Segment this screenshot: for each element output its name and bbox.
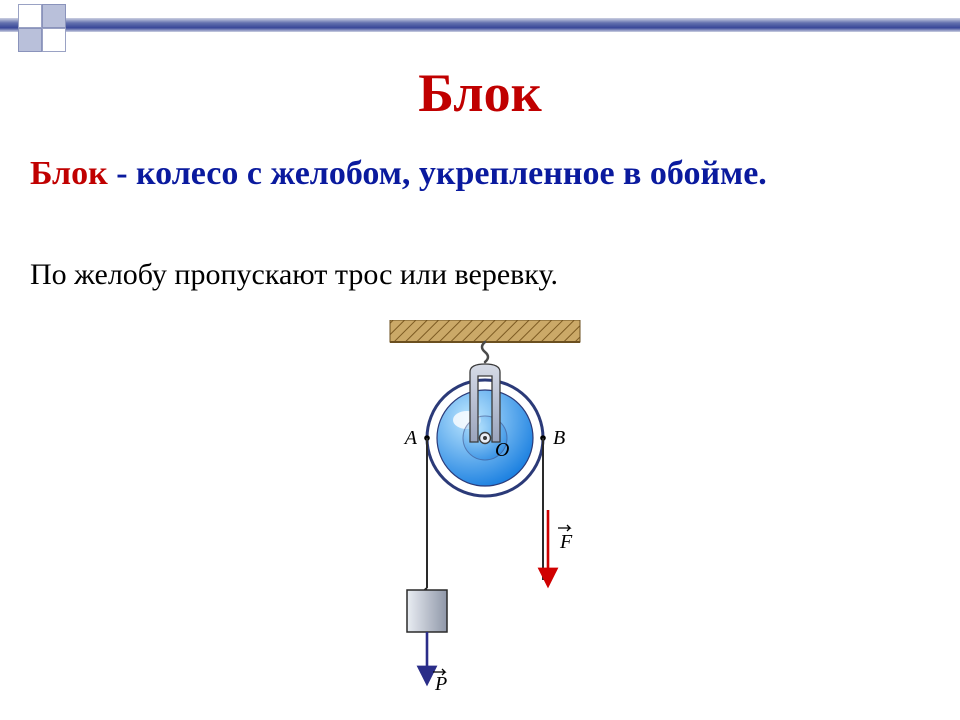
definition-dash: - (108, 155, 136, 192)
pulley-svg: A B O F P (370, 320, 600, 690)
svg-text:B: B (553, 427, 565, 449)
corner-square (18, 4, 42, 28)
svg-text:A: A (403, 427, 418, 449)
description-line: По желобу пропускают трос или веревку. (30, 256, 930, 294)
slide-title: Блок (0, 62, 960, 124)
corner-squares (18, 4, 78, 52)
slide-top-bar (0, 0, 960, 42)
definition-line: Блок - колесо с желобом, укрепленное в о… (30, 152, 930, 196)
svg-text:P: P (434, 673, 447, 690)
definition-rest: колесо с желобом, укрепленное в обойме. (136, 155, 767, 192)
corner-square (18, 28, 42, 52)
corner-square (42, 4, 66, 28)
description-text: По желобу пропускают трос или веревку. (30, 258, 558, 291)
slide-title-text: Блок (418, 63, 541, 123)
definition-term: Блок (30, 155, 108, 192)
svg-text:F: F (559, 531, 573, 553)
pulley-figure: A B O F P (370, 320, 600, 690)
top-gradient-strip (0, 18, 960, 32)
svg-text:O: O (495, 439, 509, 461)
corner-square (42, 28, 66, 52)
